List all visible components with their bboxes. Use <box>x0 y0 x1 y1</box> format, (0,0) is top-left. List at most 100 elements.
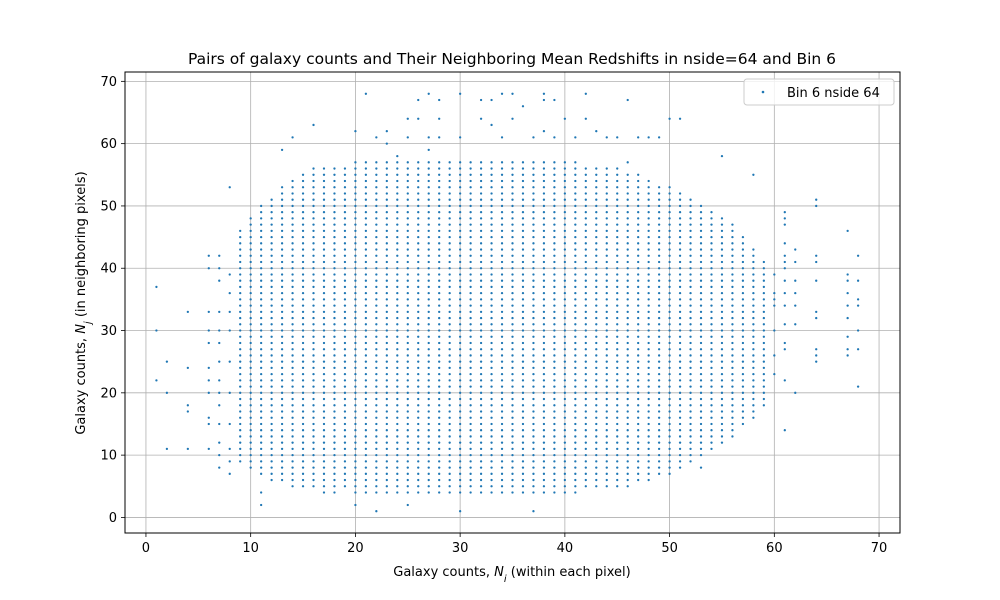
scatter-point <box>678 447 682 451</box>
scatter-point <box>354 223 357 226</box>
scatter-point <box>364 466 368 469</box>
scatter-point <box>417 179 420 183</box>
scatter-point <box>343 167 347 170</box>
scatter-point <box>689 298 692 301</box>
scatter-point <box>312 366 315 370</box>
scatter-point <box>417 435 420 438</box>
scatter-point <box>427 485 430 488</box>
scatter-point <box>584 435 587 438</box>
scatter-point <box>333 485 336 488</box>
scatter-point <box>458 279 462 282</box>
scatter-point <box>343 279 347 282</box>
scatter-point <box>794 304 797 307</box>
scatter-point <box>521 323 525 326</box>
scatter-point <box>731 242 734 245</box>
scatter-point <box>333 354 336 357</box>
scatter-point <box>458 391 462 394</box>
scatter-point <box>553 466 556 469</box>
scatter-point <box>595 217 598 220</box>
scatter-point <box>260 235 263 239</box>
scatter-point <box>249 366 252 370</box>
scatter-point <box>458 323 462 326</box>
scatter-point <box>584 366 587 370</box>
scatter-point <box>301 435 305 438</box>
scatter-point <box>532 397 535 401</box>
scatter-point <box>417 466 420 469</box>
scatter-point <box>595 335 598 338</box>
scatter-point <box>521 167 525 170</box>
scatter-point <box>574 173 577 176</box>
scatter-point <box>678 354 682 357</box>
scatter-point <box>794 391 797 394</box>
scatter-point <box>584 248 587 251</box>
scatter-point <box>511 385 514 388</box>
scatter-point <box>249 310 252 313</box>
scatter-point <box>584 192 587 195</box>
scatter-point <box>699 329 703 332</box>
scatter-point <box>699 235 703 239</box>
scatter-point <box>741 366 745 370</box>
scatter-point <box>626 211 629 214</box>
scatter-point <box>741 292 745 295</box>
scatter-point <box>354 466 357 469</box>
scatter-point <box>731 279 734 282</box>
scatter-point <box>280 229 284 233</box>
scatter-point <box>668 416 671 419</box>
scatter-point <box>375 372 378 376</box>
scatter-point <box>490 466 493 469</box>
scatter-point <box>186 310 189 313</box>
scatter-point <box>647 304 650 307</box>
scatter-point <box>270 310 273 313</box>
scatter-point <box>584 335 587 338</box>
scatter-point <box>312 478 315 482</box>
scatter-point <box>783 292 786 295</box>
scatter-point <box>783 254 786 257</box>
scatter-point <box>333 211 336 214</box>
scatter-point <box>438 298 441 301</box>
scatter-point <box>637 179 640 183</box>
scatter-point <box>375 279 378 282</box>
scatter-point <box>427 254 430 257</box>
x-tick-label: 0 <box>142 541 150 556</box>
scatter-point <box>668 472 671 475</box>
scatter-point <box>542 279 546 282</box>
scatter-point <box>239 379 242 382</box>
scatter-point <box>595 478 598 482</box>
scatter-point <box>532 366 535 370</box>
scatter-point <box>249 453 252 457</box>
scatter-point <box>343 292 347 295</box>
scatter-point <box>343 267 347 270</box>
scatter-point <box>511 323 514 326</box>
scatter-point <box>521 217 525 220</box>
scatter-point <box>699 204 703 208</box>
scatter-point <box>605 217 608 220</box>
scatter-point <box>678 385 682 388</box>
scatter-point <box>731 416 734 419</box>
scatter-point <box>605 304 608 307</box>
scatter-point <box>427 366 430 370</box>
scatter-point <box>280 372 284 376</box>
scatter-point <box>458 372 462 376</box>
scatter-point <box>406 429 409 432</box>
scatter-point <box>396 379 399 382</box>
scatter-point <box>521 460 525 463</box>
scatter-point <box>438 360 441 363</box>
scatter-point <box>260 329 263 332</box>
scatter-point <box>584 472 587 475</box>
scatter-point <box>500 335 504 338</box>
scatter-point <box>678 410 682 413</box>
scatter-point <box>511 354 514 357</box>
scatter-point <box>301 267 305 270</box>
scatter-point <box>657 472 661 475</box>
scatter-point <box>563 260 567 264</box>
scatter-point <box>406 204 409 208</box>
scatter-point <box>553 379 556 382</box>
scatter-point <box>291 260 294 264</box>
scatter-point <box>343 372 347 376</box>
scatter-point <box>375 441 378 444</box>
scatter-point <box>574 267 577 270</box>
scatter-point <box>458 217 462 220</box>
scatter-point <box>856 329 860 332</box>
scatter-point <box>584 385 587 388</box>
scatter-point <box>741 235 745 239</box>
